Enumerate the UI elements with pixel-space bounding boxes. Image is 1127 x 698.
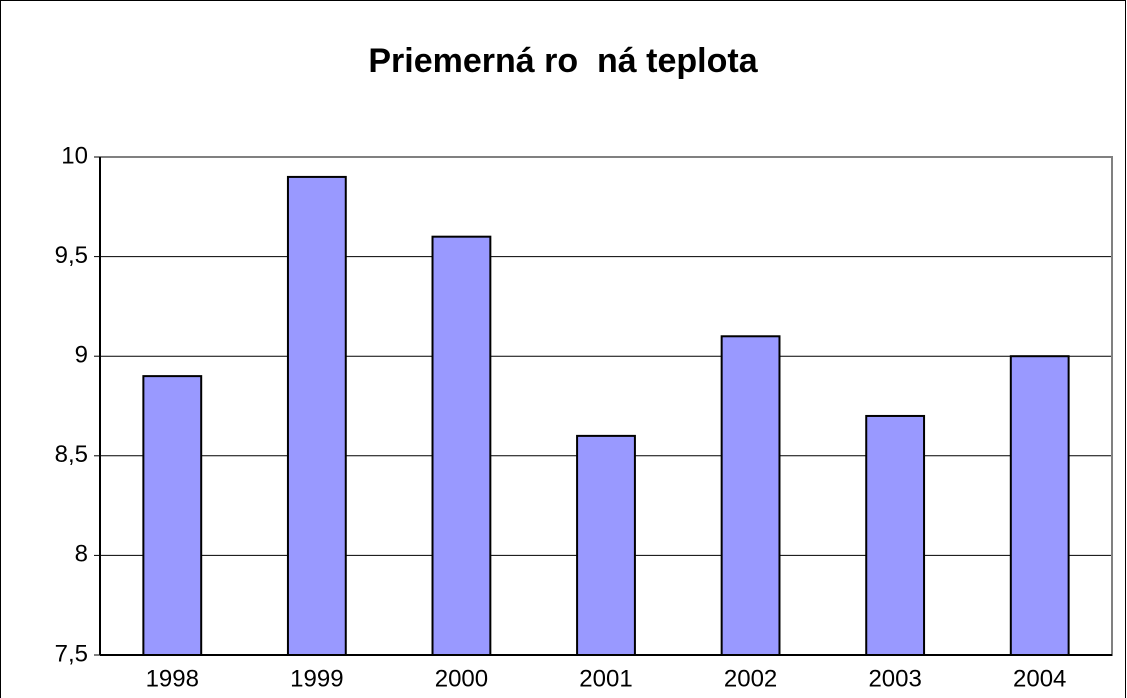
y-tick-label: 8,5 <box>55 441 88 468</box>
bar <box>286 175 347 656</box>
x-tick-label: 2001 <box>579 665 632 692</box>
bar <box>720 335 781 656</box>
chart-title: Priemerná ro ná teplota <box>368 42 758 80</box>
bar <box>865 414 926 656</box>
x-tick-label: 1999 <box>290 665 343 692</box>
bar <box>142 375 203 656</box>
y-tick-label: 7,5 <box>55 640 88 667</box>
x-tick-label: 2004 <box>1013 665 1066 692</box>
x-tick-label: 2002 <box>724 665 777 692</box>
bar <box>576 434 636 656</box>
x-tick-label: 2003 <box>868 665 921 692</box>
x-tick-label: 2000 <box>435 665 488 692</box>
y-tick-label: 9 <box>75 342 88 369</box>
bar <box>431 235 492 656</box>
y-tick-label: 9,5 <box>55 242 88 269</box>
bar <box>1009 355 1070 656</box>
y-tick-label: 8 <box>75 541 88 568</box>
x-tick-label: 1998 <box>146 665 199 692</box>
y-tick-label: 10 <box>61 142 88 169</box>
